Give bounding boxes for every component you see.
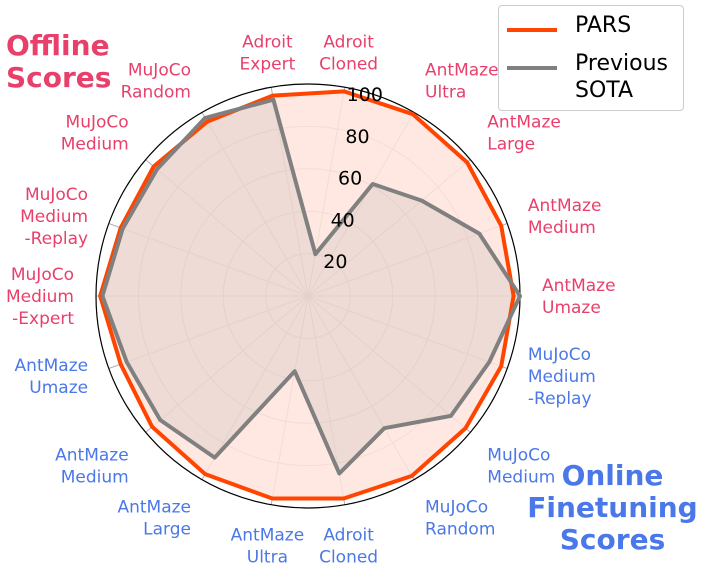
radial-tick-label: 80 <box>345 126 369 148</box>
category-label-online: MuJoCo Medium -Replay <box>528 345 596 409</box>
category-label-offline: Adroit Cloned <box>319 33 378 75</box>
legend: PARS Previous SOTA <box>498 5 684 111</box>
category-label-offline: AntMaze Large <box>487 113 561 155</box>
legend-label-pars: PARS <box>575 13 632 38</box>
series-areas <box>100 91 521 499</box>
category-labels: Adroit Cloned AntMaze Ultra AntMaze Large AntM… <box>6 33 616 568</box>
category-label-offline: AntMaze Ultra <box>425 60 499 102</box>
category-label-online: AntMaze Umaze <box>15 356 89 398</box>
legend-label-previous-sota: Previous SOTA <box>575 51 668 103</box>
category-label-online: AntMaze Large <box>117 498 191 540</box>
category-label-offline: Adroit Expert <box>240 33 296 75</box>
series-lines <box>98 89 522 501</box>
radial-tick-label: 40 <box>331 210 355 232</box>
category-label-offline: MuJoCo Medium -Replay <box>20 185 88 249</box>
category-label-online: MuJoCo Random <box>425 498 495 540</box>
category-label-online: Adroit Cloned <box>319 525 378 567</box>
series-area-previous-sota <box>102 99 521 474</box>
radial-tick-label: 100 <box>347 84 383 106</box>
category-label-offline: AntMaze Umaze <box>542 276 616 318</box>
category-label-offline: MuJoCo Random <box>121 60 191 102</box>
legend-swatch-pars <box>507 28 557 32</box>
category-label-offline: MuJoCo Medium <box>61 113 129 155</box>
category-label-offline: MuJoCo Medium -Expert <box>6 265 74 329</box>
radial-ticks: 20 40 60 80 100 <box>323 84 383 273</box>
radial-tick-label: 20 <box>323 251 347 273</box>
series-area-pars <box>100 91 514 499</box>
category-label-offline: AntMaze Medium <box>528 196 602 238</box>
category-label-online: MuJoCo Medium <box>487 445 555 487</box>
radial-tick-label: 60 <box>338 168 362 190</box>
legend-swatch-previous-sota <box>507 66 557 70</box>
offline-scores-title: Offline Scores <box>6 29 112 94</box>
category-label-online: AntMaze Ultra <box>231 525 305 567</box>
category-label-online: AntMaze Medium <box>55 445 129 487</box>
online-finetuning-scores-title: Online Finetuning Scores <box>527 459 698 556</box>
